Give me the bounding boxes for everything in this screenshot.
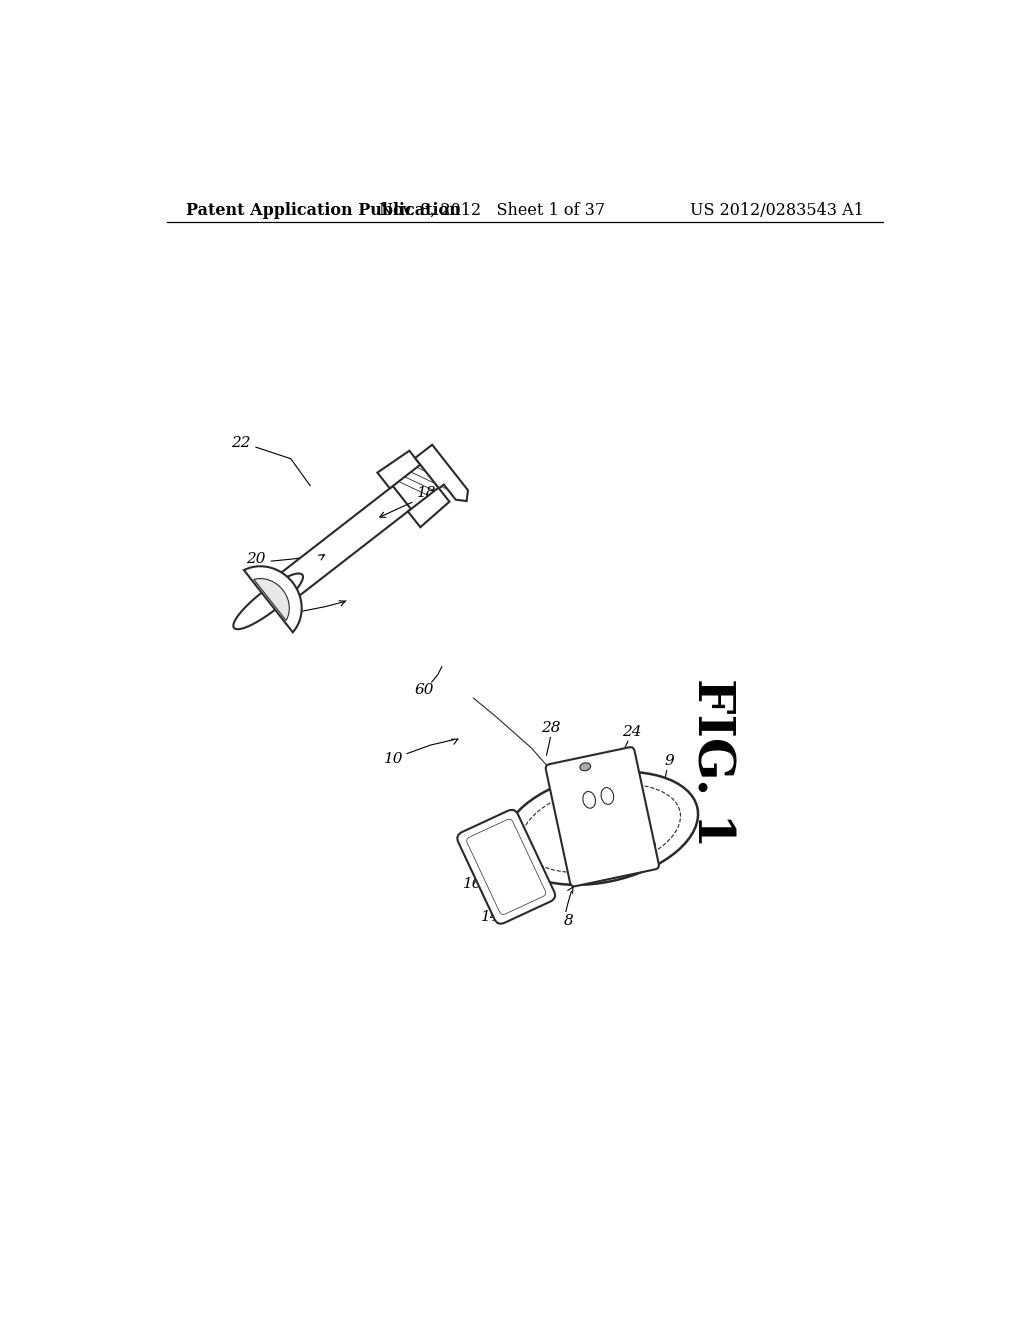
- Text: FIG. 1: FIG. 1: [687, 678, 736, 847]
- Text: 60: 60: [415, 682, 434, 697]
- Ellipse shape: [504, 772, 698, 884]
- Text: 8: 8: [563, 913, 573, 928]
- Polygon shape: [266, 486, 411, 607]
- Text: 24: 24: [622, 725, 641, 739]
- Text: 14: 14: [481, 909, 501, 924]
- Text: 20: 20: [246, 552, 265, 566]
- Text: 22: 22: [230, 437, 250, 450]
- Polygon shape: [244, 566, 302, 632]
- Text: 12: 12: [280, 606, 299, 619]
- Text: US 2012/0283543 A1: US 2012/0283543 A1: [690, 202, 864, 219]
- FancyBboxPatch shape: [546, 747, 658, 886]
- Text: Patent Application Publication: Patent Application Publication: [186, 202, 461, 219]
- Polygon shape: [266, 574, 297, 609]
- Polygon shape: [415, 445, 468, 502]
- Polygon shape: [421, 461, 444, 487]
- Polygon shape: [254, 578, 290, 620]
- Polygon shape: [378, 450, 420, 488]
- Polygon shape: [233, 573, 303, 630]
- Text: 9: 9: [665, 754, 674, 768]
- Text: 10: 10: [384, 752, 403, 766]
- Text: Nov. 8, 2012   Sheet 1 of 37: Nov. 8, 2012 Sheet 1 of 37: [379, 202, 605, 219]
- Text: 16: 16: [463, 876, 482, 891]
- Text: 18: 18: [417, 486, 436, 500]
- Text: 28: 28: [541, 721, 560, 735]
- Ellipse shape: [580, 763, 591, 771]
- Polygon shape: [408, 487, 450, 527]
- FancyBboxPatch shape: [458, 810, 555, 924]
- Text: 30: 30: [638, 841, 657, 854]
